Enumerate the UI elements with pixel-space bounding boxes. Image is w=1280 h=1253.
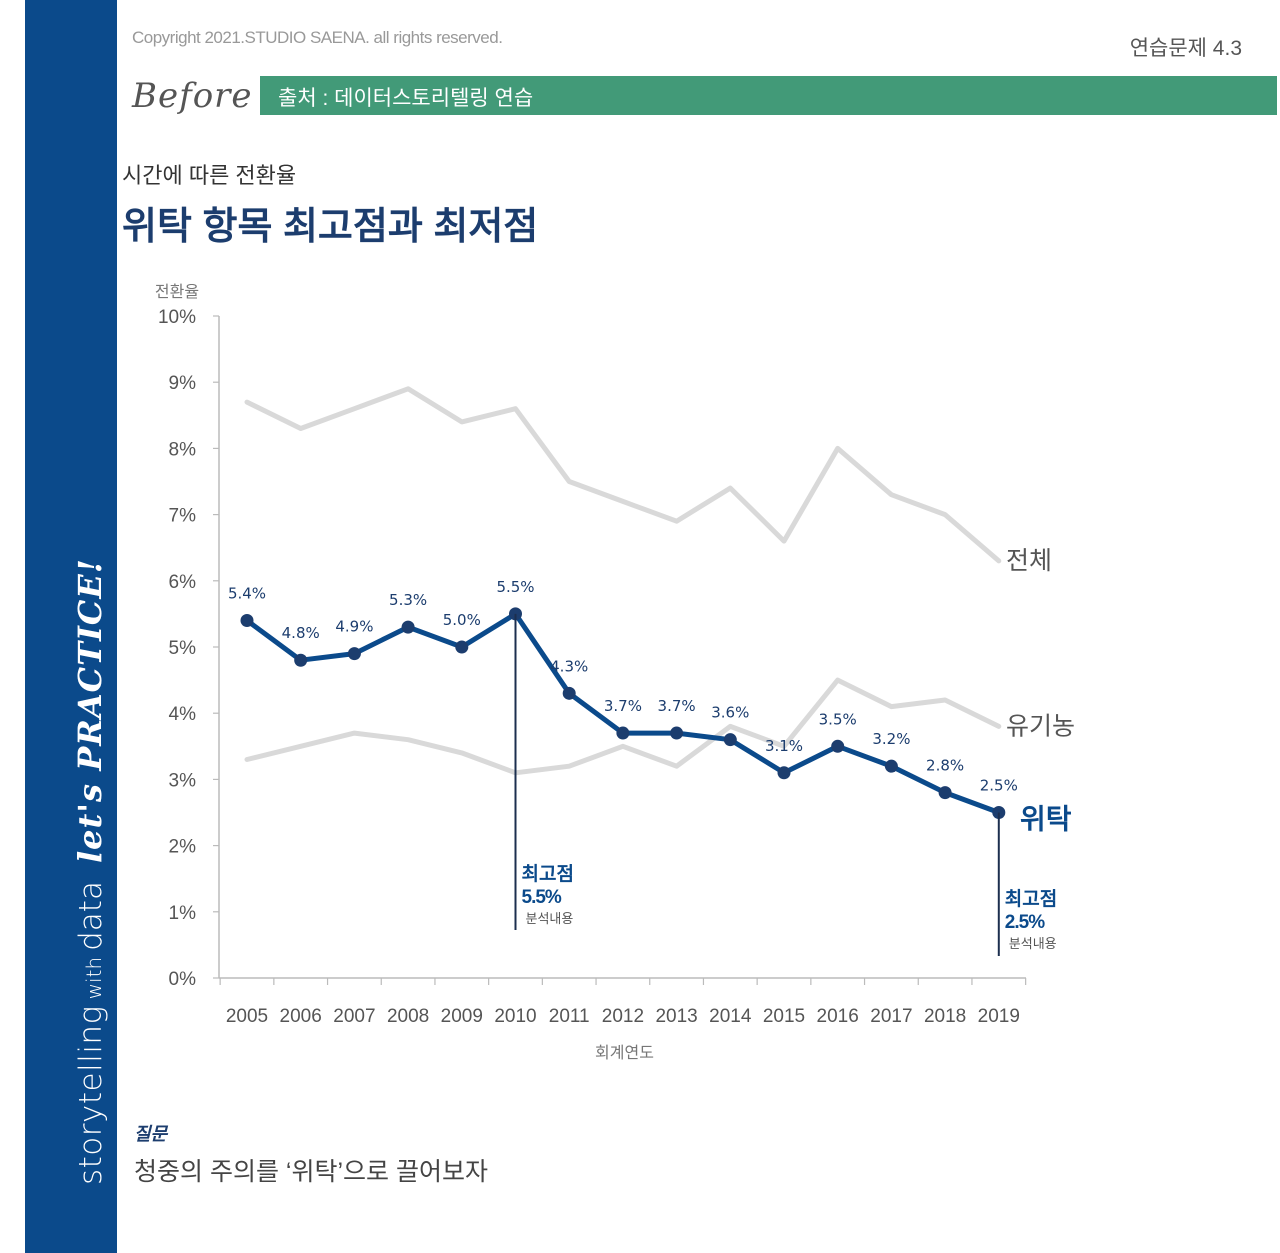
x-tick-label: 2009 (441, 1006, 483, 1027)
annotation-note: 분석내용 (1009, 936, 1057, 951)
x-tick-label: 2008 (387, 1006, 429, 1027)
data-label: 3.2% (872, 730, 910, 748)
data-label: 4.8% (282, 624, 320, 642)
data-label: 5.4% (228, 585, 266, 603)
data-label: 5.3% (389, 591, 427, 609)
data-point (401, 620, 415, 634)
series-line-전체 (244, 386, 1002, 564)
data-point (455, 640, 469, 654)
data-point (240, 614, 254, 628)
series-line-유기농 (244, 677, 1002, 776)
annotation-value: 5.5% (522, 887, 562, 908)
y-tick-label: 0% (169, 969, 197, 990)
x-tick-label: 2007 (333, 1006, 375, 1027)
data-label: 3.7% (658, 697, 696, 715)
y-tick-label: 1% (169, 903, 197, 924)
data-label: 3.7% (604, 697, 642, 715)
data-label: 5.0% (443, 611, 481, 629)
annotation-note: 분석내용 (526, 911, 574, 926)
annotation-title: 최고점 (522, 863, 574, 885)
data-point (347, 647, 361, 661)
question-label: 질문 (134, 1124, 168, 1145)
line-chart: 0% 1% 2% 3% 4% 5% 6% 7% 8% 9% 10% 전환율 2005 2006 2007 20… (155, 283, 1075, 1062)
x-tick-label: 2010 (494, 1006, 536, 1027)
x-tick-label: 2015 (763, 1006, 805, 1027)
x-tick-label: 2011 (549, 1006, 590, 1027)
data-point (294, 653, 308, 667)
y-tick-label: 3% (169, 770, 197, 791)
data-point (616, 726, 630, 740)
copyright: Copyright 2021.STUDIO SAENA. all rights … (132, 28, 503, 47)
x-tick-label: 2014 (709, 1006, 752, 1027)
y-tick-label: 10% (158, 307, 196, 328)
series-label-유기농: 유기농 (1006, 712, 1075, 740)
data-point (670, 726, 684, 740)
data-label: 3.1% (765, 737, 803, 755)
data-label: 3.6% (711, 704, 749, 722)
data-point (562, 686, 576, 700)
x-tick-label: 2012 (602, 1006, 644, 1027)
annotation-value: 2.5% (1005, 912, 1045, 933)
chart-title: 위탁 항목 최고점과 최저점 (122, 206, 539, 248)
side-bar (25, 0, 117, 1253)
x-tick-label: 2017 (870, 1006, 912, 1027)
data-label: 2.5% (980, 777, 1018, 795)
exercise-number: 연습문제 4.3 (1129, 37, 1242, 60)
x-tick-label: 2016 (817, 1006, 859, 1027)
y-tick-label: 8% (169, 439, 197, 460)
series-label-전체: 전체 (1006, 547, 1052, 575)
data-point (938, 786, 952, 800)
series-label-위탁: 위탁 (1020, 804, 1072, 835)
x-tick-label: 2019 (978, 1006, 1020, 1027)
y-tick-label: 7% (169, 506, 197, 527)
x-tick-label: 2005 (226, 1006, 268, 1027)
x-tick-label: 2013 (655, 1006, 697, 1027)
annotation-title: 최고점 (1005, 888, 1057, 910)
data-label: 3.5% (819, 710, 857, 728)
data-point (723, 733, 737, 747)
data-point (831, 739, 845, 753)
source-bar (260, 76, 1277, 115)
question-text: 청중의 주의를 ‘위탁’으로 끌어보자 (134, 1158, 488, 1186)
x-tick-label: 2018 (924, 1006, 966, 1027)
data-label: 4.3% (550, 657, 588, 675)
data-label: 2.8% (926, 757, 964, 775)
data-point (884, 759, 898, 773)
y-tick-label: 9% (169, 373, 197, 394)
x-axis-title: 회계연도 (595, 1044, 654, 1062)
source-text: 출처 : 데이터스토리텔링 연습 (278, 87, 534, 110)
y-tick-label: 2% (169, 837, 197, 858)
data-point (777, 766, 791, 780)
data-label: 5.5% (496, 578, 534, 596)
y-axis-title: 전환율 (155, 283, 199, 301)
chart-subtitle: 시간에 따른 전환율 (122, 163, 297, 188)
data-label: 4.9% (335, 618, 373, 636)
y-tick-label: 5% (169, 638, 197, 659)
y-tick-label: 6% (169, 572, 197, 593)
x-tick-label: 2006 (280, 1006, 322, 1027)
y-tick-label: 4% (169, 704, 197, 725)
before-tag: Before (132, 76, 253, 116)
